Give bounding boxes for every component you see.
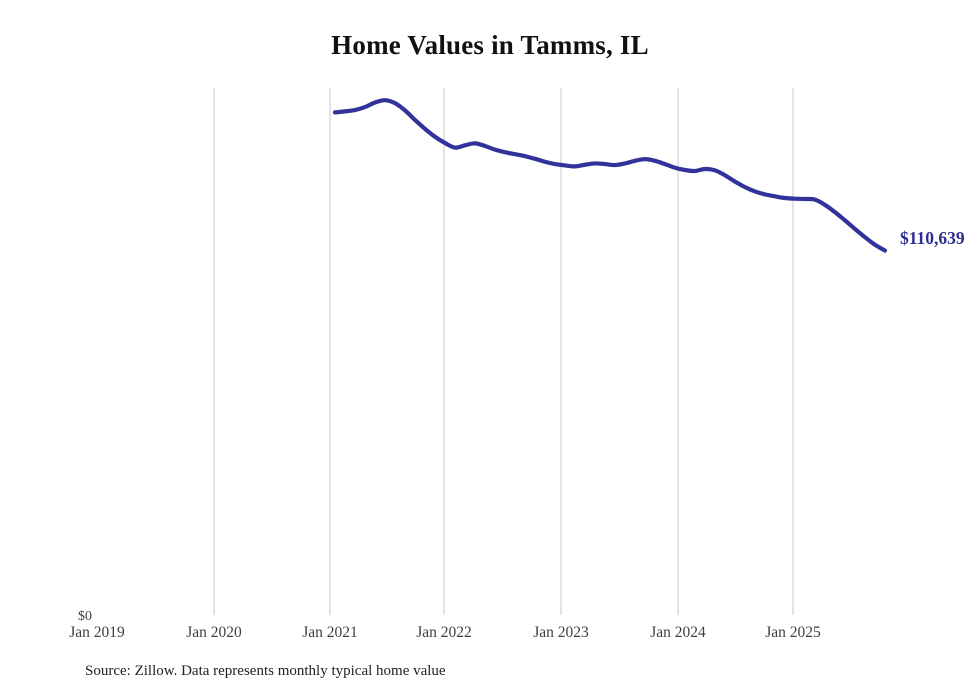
- y-axis-tick-zero: $0: [78, 609, 92, 624]
- x-axis-tick-jan-2025: Jan 2025: [765, 624, 821, 641]
- x-axis-tick-jan-2021: Jan 2021: [302, 624, 358, 641]
- gridlines: [213, 88, 794, 615]
- home-value-line: [332, 98, 888, 253]
- x-axis-tick-jan-2019: Jan 2019: [69, 624, 125, 641]
- end-value-label: $110,639: [900, 228, 965, 248]
- source-note: Source: Zillow. Data represents monthly …: [85, 663, 446, 679]
- x-axis-tick-jan-2023: Jan 2023: [533, 624, 589, 641]
- chart-title: Home Values in Tamms, IL: [331, 30, 649, 60]
- x-axis-tick-jan-2020: Jan 2020: [186, 624, 242, 641]
- x-axis-tick-jan-2024: Jan 2024: [650, 624, 706, 641]
- x-axis-tick-jan-2022: Jan 2022: [416, 624, 472, 641]
